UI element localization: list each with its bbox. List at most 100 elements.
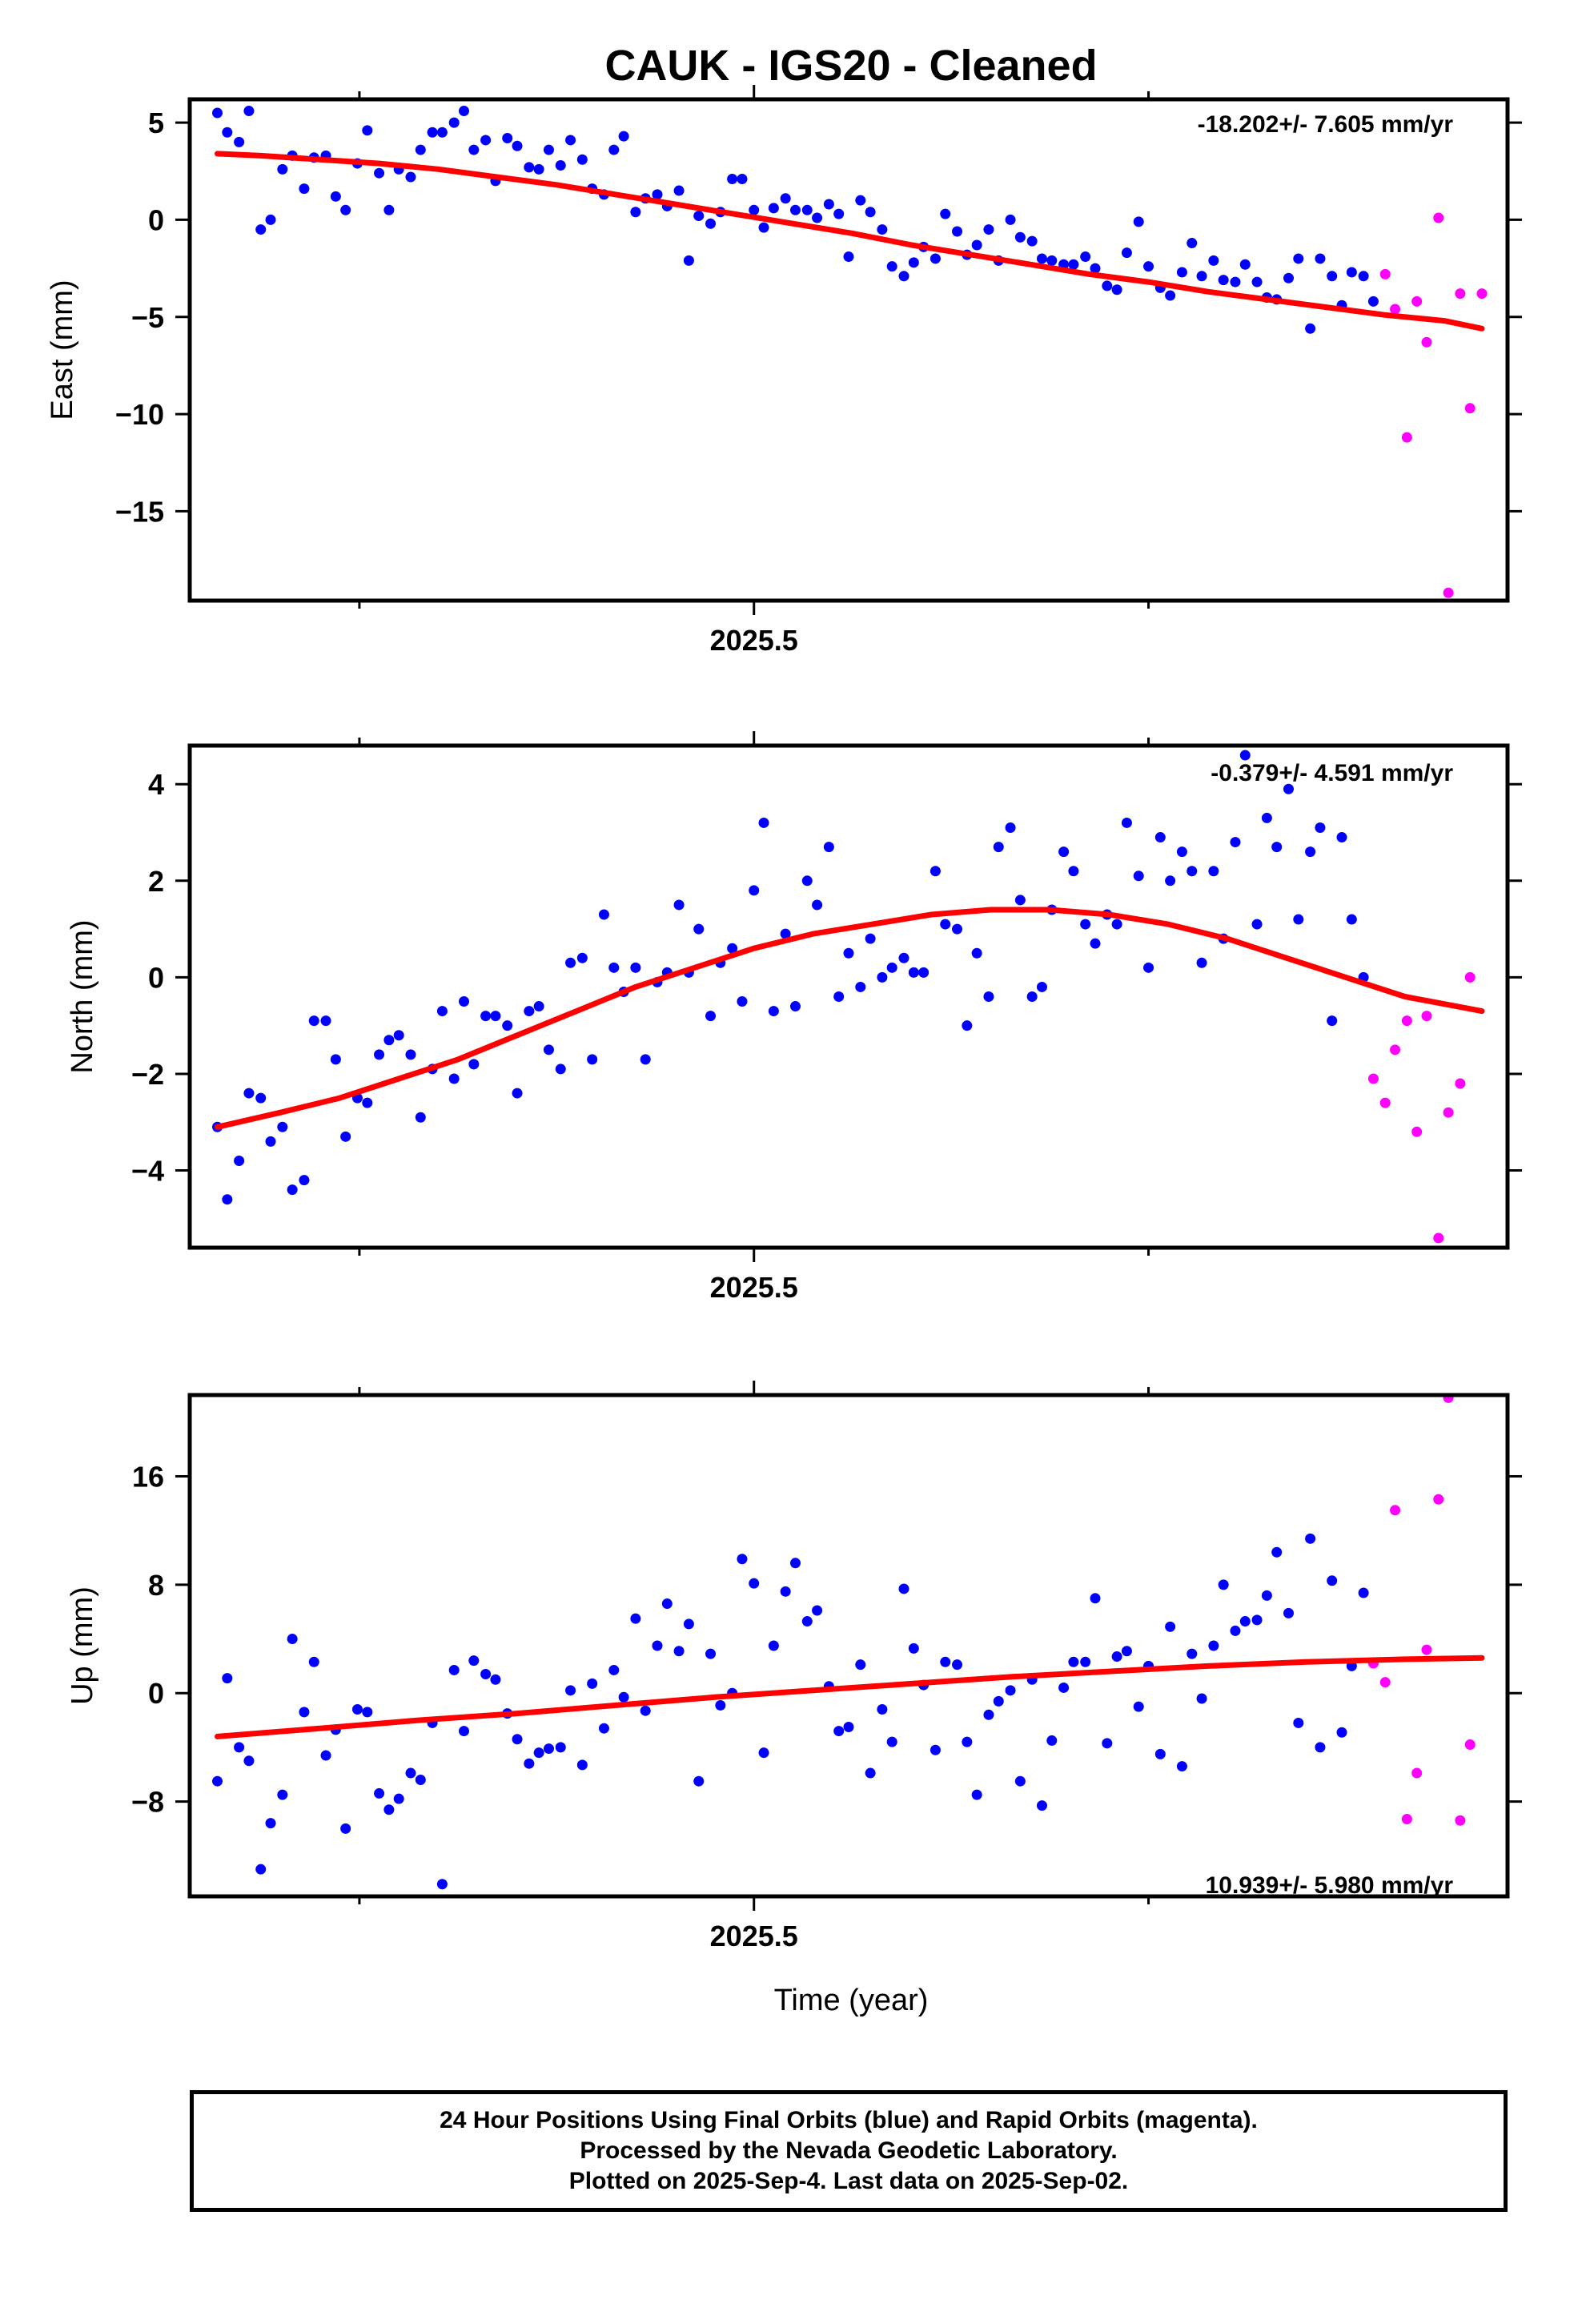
north-final-point xyxy=(727,943,738,954)
north-final-point xyxy=(255,1092,267,1104)
east-final-point xyxy=(1251,276,1263,287)
up-final-point xyxy=(393,1793,404,1804)
north-final-point xyxy=(886,962,897,973)
north-final-point xyxy=(843,947,854,959)
up-final-point xyxy=(340,1823,351,1834)
north-frame xyxy=(187,743,1510,1250)
north-final-point xyxy=(543,1044,554,1055)
east-rapid-point xyxy=(1411,296,1423,307)
north-final-point xyxy=(1036,981,1047,992)
up-final-point xyxy=(320,1750,331,1761)
east-final-point xyxy=(940,208,951,219)
north-final-point xyxy=(1230,837,1241,848)
up-final-point xyxy=(265,1818,276,1829)
east-final-point xyxy=(983,224,994,235)
east-rapid-point xyxy=(1443,587,1454,598)
up-final-point xyxy=(598,1723,609,1734)
north-final-point xyxy=(490,1011,501,1022)
east-final-point xyxy=(234,136,245,147)
east-final-point xyxy=(952,226,963,237)
north-final-point xyxy=(448,1073,460,1084)
east-final-point xyxy=(608,144,620,155)
north-final-point xyxy=(555,1063,566,1075)
east-final-point xyxy=(1327,271,1338,282)
east-final-point xyxy=(265,214,276,225)
up-final-point xyxy=(1239,1616,1251,1627)
north-final-point xyxy=(287,1184,298,1196)
up-final-point xyxy=(855,1659,866,1671)
north-final-point xyxy=(1283,783,1294,794)
east-final-point xyxy=(512,140,523,151)
east-final-point xyxy=(673,185,685,196)
up-final-point xyxy=(952,1659,963,1671)
up-final-point xyxy=(1154,1748,1166,1759)
east-final-point xyxy=(1068,259,1079,270)
north-final-point xyxy=(277,1121,288,1132)
north-fit-line xyxy=(215,907,1485,1130)
north-final-point xyxy=(833,991,845,1002)
up-final-point xyxy=(962,1736,973,1747)
up-rapid-point xyxy=(1421,1644,1432,1655)
north-final-point xyxy=(587,1054,598,1065)
east-final-point xyxy=(789,204,801,215)
east-final-point xyxy=(243,106,255,117)
up-final-point xyxy=(1293,1717,1304,1728)
up-final-point xyxy=(351,1704,363,1715)
east-final-point xyxy=(436,127,448,138)
north-final-point xyxy=(673,899,685,911)
north-rapid-point xyxy=(1379,1097,1391,1108)
up-final-point xyxy=(715,1699,726,1711)
east-final-point xyxy=(618,131,629,142)
up-final-point xyxy=(1111,1651,1122,1663)
up-xtick-label: 2025.5 xyxy=(710,1920,798,1952)
east-final-point xyxy=(524,162,535,173)
up-ytick-label: −8 xyxy=(131,1786,164,1819)
east-final-point xyxy=(768,203,779,214)
east-final-point xyxy=(1305,323,1316,334)
up-final-point xyxy=(1068,1656,1079,1667)
east-final-point xyxy=(211,107,223,119)
east-final-point xyxy=(652,189,663,200)
east-final-point xyxy=(823,199,834,210)
north-rate-label: -0.379+/- 4.591 mm/yr xyxy=(1211,760,1453,786)
up-final-point xyxy=(374,1787,385,1799)
up-final-point xyxy=(459,1726,470,1737)
north-final-point xyxy=(640,1054,651,1065)
east-final-point xyxy=(1165,290,1176,301)
east-final-point xyxy=(971,239,982,251)
east-final-point xyxy=(1230,276,1241,287)
north-final-point xyxy=(234,1155,245,1166)
up-final-point xyxy=(693,1775,705,1787)
up-final-point xyxy=(1218,1579,1229,1590)
up-final-point xyxy=(789,1558,801,1569)
up-final-point xyxy=(405,1767,416,1779)
east-final-point xyxy=(405,171,416,183)
north-final-point xyxy=(405,1049,416,1060)
up-final-point xyxy=(1176,1761,1187,1772)
north-final-point xyxy=(1058,846,1070,858)
east-fit-line xyxy=(215,151,1485,332)
up-final-point xyxy=(1090,1593,1101,1604)
up-final-point xyxy=(415,1774,426,1785)
east-rapid-point xyxy=(1433,212,1444,223)
up-final-point xyxy=(587,1678,598,1689)
up-final-point xyxy=(308,1656,319,1667)
east-final-point xyxy=(277,163,288,175)
up-final-point xyxy=(971,1789,982,1800)
east-final-point xyxy=(886,261,897,272)
north-final-point xyxy=(330,1054,341,1065)
up-final-point xyxy=(833,1726,845,1737)
north-final-point xyxy=(565,957,576,968)
north-final-point xyxy=(1133,870,1144,882)
east-ytick-label: −10 xyxy=(115,398,164,431)
up-final-point xyxy=(1121,1646,1132,1657)
up-rapid-point xyxy=(1455,1815,1466,1826)
up-final-point xyxy=(843,1722,854,1733)
north-xtick-label: 2025.5 xyxy=(710,1271,798,1304)
east-final-point xyxy=(930,253,941,264)
north-final-point xyxy=(320,1015,331,1027)
east-final-point xyxy=(693,211,705,222)
east-ytick-label: −15 xyxy=(115,495,164,528)
up-final-point xyxy=(630,1613,641,1624)
up-final-point xyxy=(565,1685,576,1696)
